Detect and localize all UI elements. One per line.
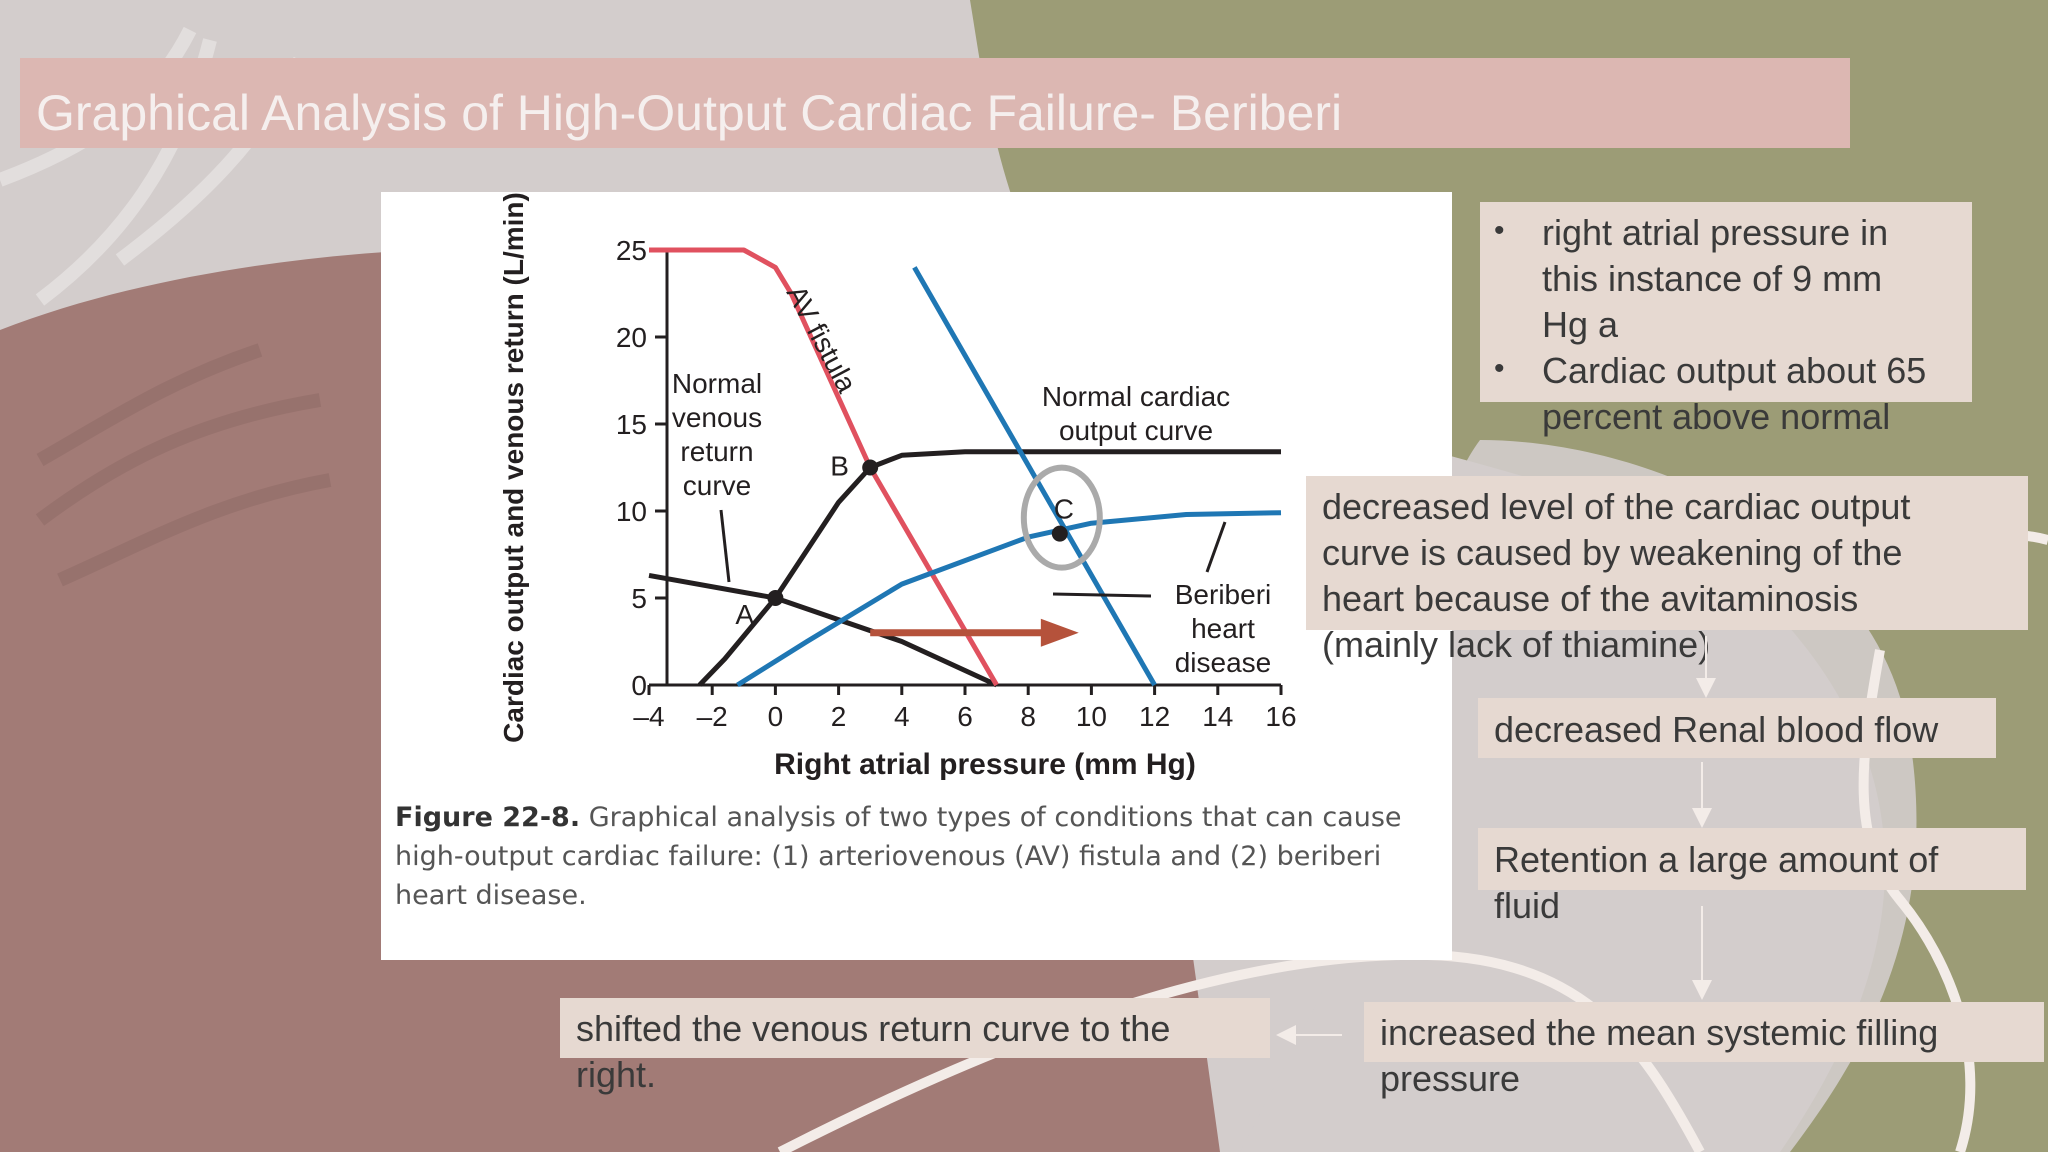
y-tick-label: 20 [616,322,647,353]
series-line-3 [912,266,1157,687]
x-tick-label: 16 [1265,701,1296,732]
chart: –4 –2 0 2 4 6 8 10 12 14 16 0 5 10 15 20 25 Right atrial … [498,192,1297,781]
y-tick-label: 15 [616,409,647,440]
shifted-line2: right. [576,1054,657,1095]
x-axis-label: Right atrial pressure (mm Hg) [774,748,1196,781]
normal-cardiac-label: output curve [1059,415,1213,446]
bullet1-line3: Hg a [1542,304,1619,345]
slide-title: Graphical Analysis of High-Output Cardia… [36,85,1343,141]
x-tick-label: –2 [697,701,728,732]
shift-arrow-head [1040,618,1079,647]
normal-venous-leader [719,509,731,583]
y-axis-label: Cardiac output and venous return (L/min) [498,192,529,743]
filling-line2: pressure [1380,1058,1521,1099]
caption-text: Graphical analysis of two types of condi… [395,802,1402,911]
y-tick-label: 25 [616,235,647,266]
bullet1-line2: this instance of 9 mm [1542,258,1883,299]
decreased-level-box [1306,476,2028,630]
series-line-2 [649,247,999,687]
shifted-box [560,998,1270,1058]
series-line-0 [697,449,1281,687]
caption-label: Figure 22-8. [395,802,581,833]
y-tick-label: 0 [631,670,647,701]
beriberi-leader-2 [1205,521,1227,573]
decreased-line3: heart because of the avitaminosis [1322,578,1859,619]
beriberi-label: Beriberi [1175,579,1271,610]
x-tick-label: 6 [957,701,973,732]
figure-caption: Figure 22-8. Graphical analysis of two t… [395,798,1435,915]
beriberi-label: disease [1175,647,1272,678]
decreased-line2: curve is caused by weakening of the [1322,532,1903,573]
point-label-a: A [735,599,754,630]
highlight-circle-c [1020,464,1103,571]
point-label-c: C [1054,494,1074,525]
y-tick-label: 10 [616,496,647,527]
point-a [767,590,784,606]
decreased-line4: (mainly lack of thiamine) [1322,624,1711,665]
point-b [862,459,879,476]
filling-line1: increased the mean systemic filling [1380,1012,1939,1053]
bullet2-line2: percent above normal [1542,396,1891,437]
x-tick-label: 10 [1076,701,1107,732]
title-band [20,58,1850,148]
bullet-dot: • [1494,214,1505,247]
normal-venous-label: return [680,436,753,467]
retention-line1: Retention a large amount of [1494,839,1939,880]
y-tick-label: 5 [631,583,647,614]
beriberi-label: heart [1191,613,1255,644]
point-label-b: B [830,451,849,482]
x-tick-label: 8 [1020,701,1036,732]
x-tick-label: 12 [1139,701,1170,732]
renal-text: decreased Renal blood flow [1494,709,1939,750]
bullet1-line1: right atrial pressure in [1542,212,1889,253]
x-tick-label: 0 [768,701,784,732]
normal-cardiac-label: Normal cardiac [1042,381,1230,412]
bullet-dot: • [1494,352,1505,385]
normal-venous-label: curve [683,470,751,501]
bullet-box [1480,202,1972,402]
shifted-line1: shifted the venous return curve to the [576,1008,1171,1049]
decreased-line1: decreased level of the cardiac output [1322,486,1911,527]
x-tick-label: –4 [633,701,664,732]
renal-box [1478,698,1996,758]
normal-venous-label: Normal [672,368,762,399]
beriberi-leader-1 [1052,592,1152,598]
figure-panel: –4 –2 0 2 4 6 8 10 12 14 16 0 5 10 15 20 25 Right atrial … [381,192,1452,960]
x-tick-label: 4 [894,701,910,732]
retention-box [1478,828,2026,890]
retention-line2: fluid [1494,885,1561,926]
normal-venous-label: venous [672,402,762,433]
x-tick-label: 14 [1202,701,1233,732]
x-tick-label: 2 [831,701,847,732]
bullet2-line1: Cardiac output about 65 [1542,350,1927,391]
point-c [1051,525,1068,542]
filling-box [1364,1002,2044,1062]
